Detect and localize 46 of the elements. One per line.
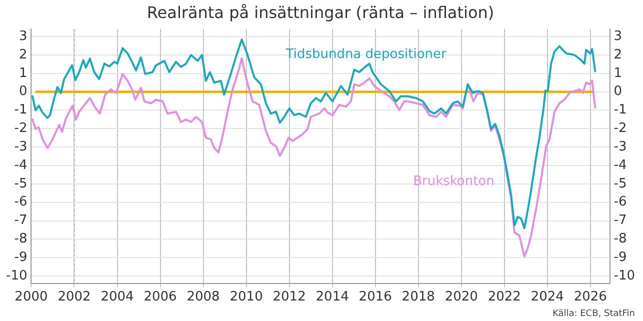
y-tick-label: -5 bbox=[14, 176, 28, 192]
y-tick-label: -2 bbox=[14, 121, 28, 136]
y2-tick-label: -9 bbox=[614, 250, 627, 265]
y2-tick-label: -2 bbox=[614, 121, 627, 136]
text: Källa: ECB, StatFin bbox=[552, 308, 635, 319]
y-tick-label: 2 bbox=[18, 47, 28, 62]
x-tick-label: 2020 bbox=[444, 290, 478, 305]
y-tick-label: -7 bbox=[14, 213, 28, 228]
y2-tick-label: -6 bbox=[614, 194, 627, 210]
y2-tick-label: 0 bbox=[614, 84, 622, 100]
y2-tick-label: -10 bbox=[614, 268, 635, 284]
y2-tick-label: -8 bbox=[614, 232, 627, 247]
x-tick-label: 2024 bbox=[530, 290, 564, 305]
x-tick-label: 2006 bbox=[144, 290, 177, 305]
y2-tick-label: 2 bbox=[614, 47, 622, 62]
y-tick-label: -1 bbox=[14, 102, 28, 118]
y-tick-label: -8 bbox=[14, 232, 28, 247]
x-tick-label: 2014 bbox=[316, 290, 349, 305]
chart-title: Realränta på insättningar (ränta – inflation) bbox=[146, 2, 494, 22]
y-tick-label: 0 bbox=[18, 84, 28, 100]
y2-tick-label: -5 bbox=[614, 176, 627, 192]
x-tick-label: 2008 bbox=[186, 290, 220, 305]
y-tick-label: -3 bbox=[14, 139, 28, 154]
y2-tick-label: 3 bbox=[614, 28, 622, 44]
x-tick-label: 2016 bbox=[358, 290, 392, 305]
x-tick-label: 2002 bbox=[58, 290, 91, 305]
y-tick-label: 1 bbox=[18, 66, 28, 81]
y-tick-label: -6 bbox=[14, 194, 28, 210]
series-label: Tidsbundna depositioner bbox=[284, 46, 448, 62]
y2-tick-label: -4 bbox=[614, 158, 627, 173]
x-tick-label: 2000 bbox=[14, 290, 48, 305]
x-tick-label: 2026 bbox=[574, 290, 607, 305]
x-tick-label: 2004 bbox=[100, 290, 134, 305]
x-tick-label: 2012 bbox=[272, 290, 306, 305]
y-tick-label: -4 bbox=[14, 158, 28, 173]
x-tick-label: 2010 bbox=[230, 290, 263, 305]
y-tick-label: -10 bbox=[6, 268, 28, 284]
x-tick-label: 2018 bbox=[402, 290, 435, 305]
x-tick-label: 2022 bbox=[488, 290, 521, 305]
y2-tick-label: -3 bbox=[614, 139, 627, 154]
y2-tick-label: -7 bbox=[614, 213, 627, 228]
y-tick-label: -9 bbox=[14, 250, 28, 265]
series-label: Brukskonton bbox=[413, 174, 494, 190]
y-tick-label: 3 bbox=[18, 28, 28, 44]
y2-tick-label: -1 bbox=[614, 102, 627, 118]
y2-tick-label: 1 bbox=[614, 66, 622, 81]
